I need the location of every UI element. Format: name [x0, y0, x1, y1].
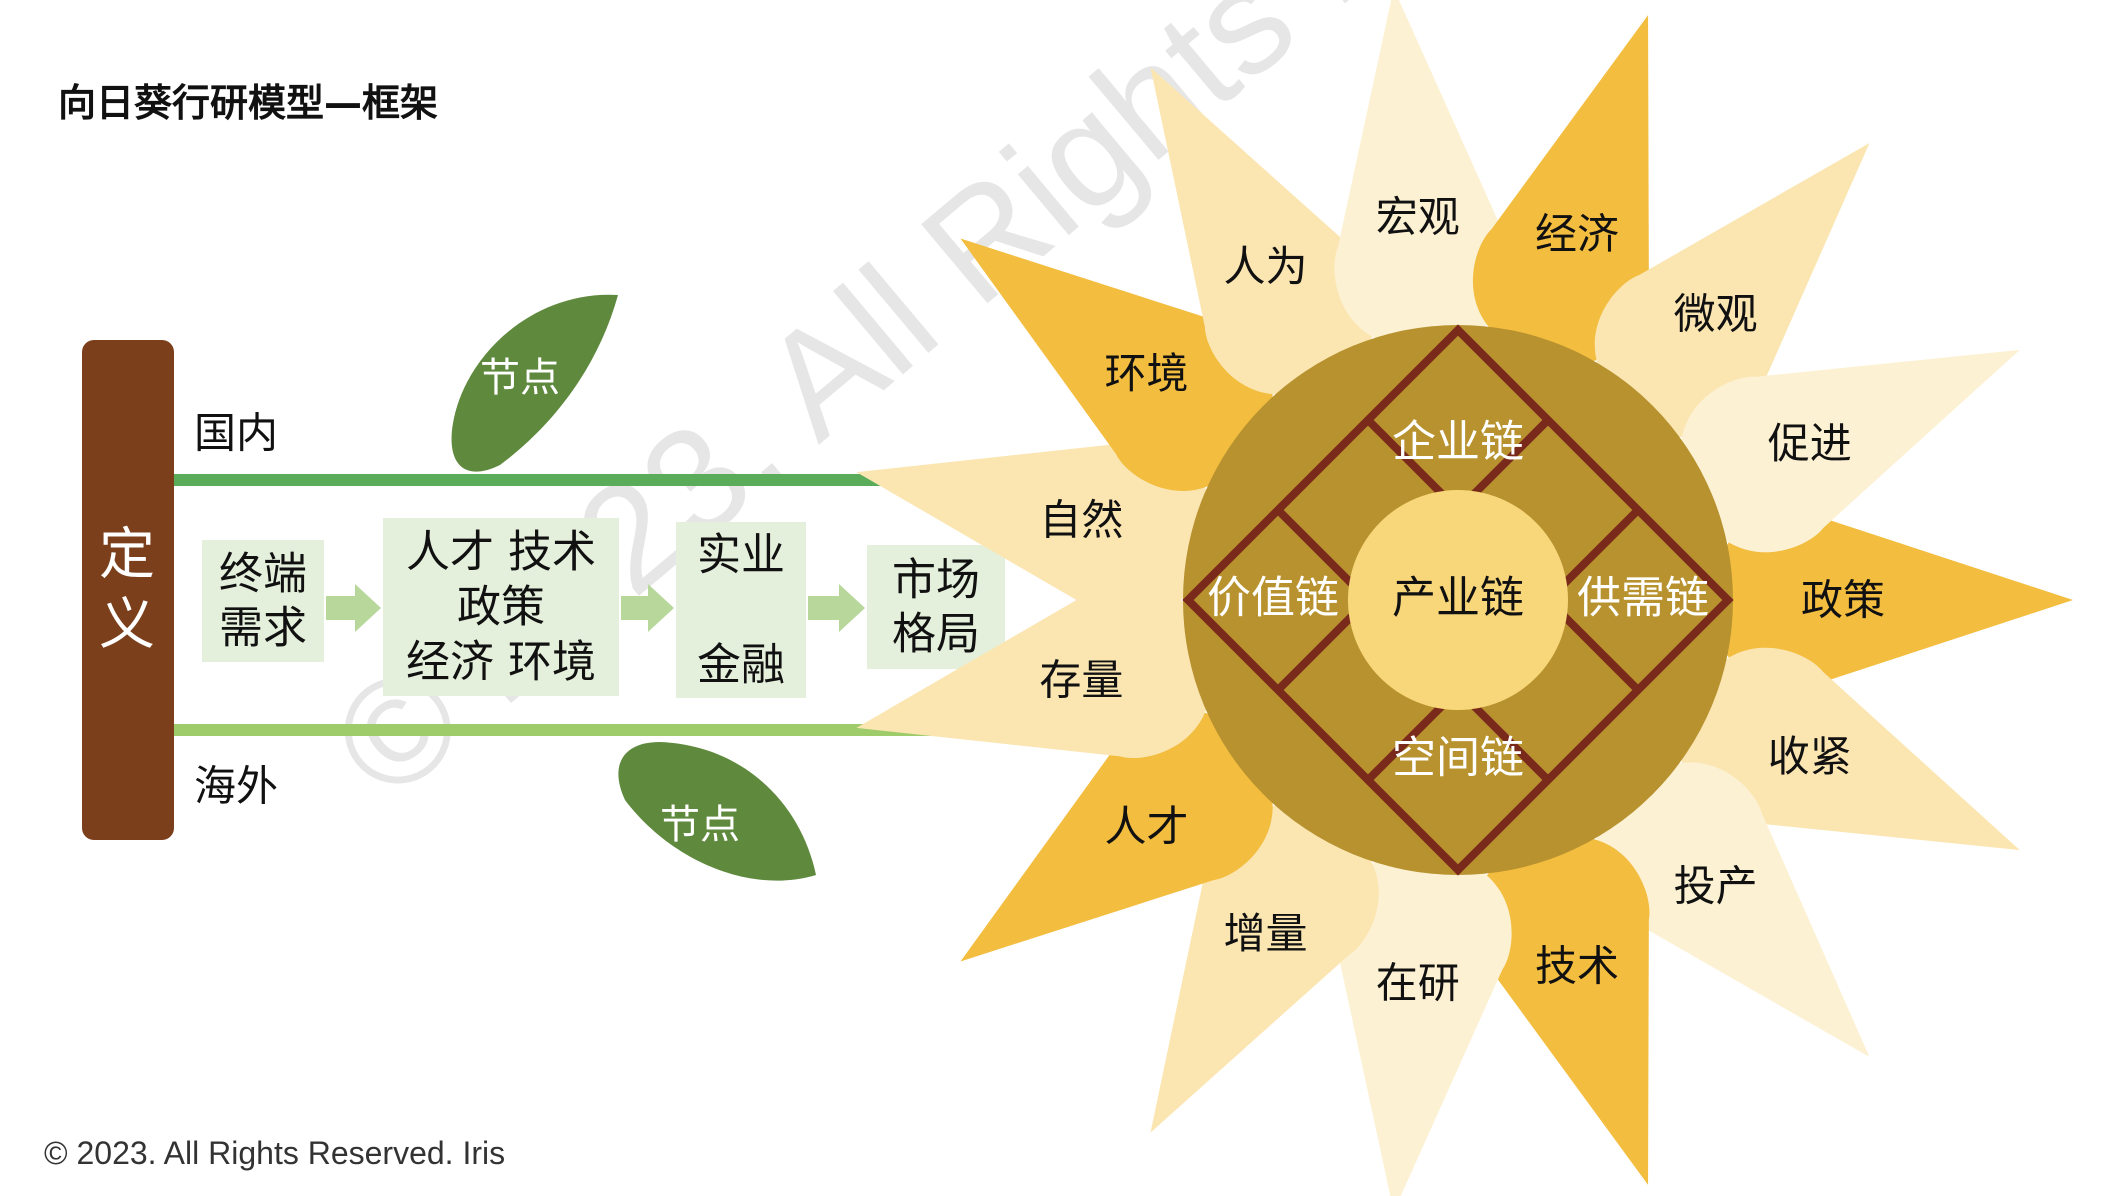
definition-bar [82, 340, 174, 840]
domestic-label: 国内 [194, 409, 278, 458]
petal-shape [960, 238, 1273, 491]
leaf-bottom-label: 节点 [660, 802, 740, 848]
chain-supply-demand-label: 供需链 [1577, 573, 1709, 624]
petal-label: 政策 [1801, 576, 1885, 625]
petal [1150, 805, 1379, 1133]
chain-spatial-label: 空间链 [1392, 733, 1524, 784]
petal [1473, 836, 1650, 1185]
petal-shape [1473, 15, 1650, 364]
petal-shape [960, 709, 1273, 962]
petal [1334, 852, 1512, 1196]
box-industry-finance-label: 实业 [697, 530, 785, 581]
petal-label: 经济 [1535, 209, 1619, 258]
petal-label: 人为 [1223, 242, 1307, 291]
chain-enterprise-label: 企业链 [1392, 417, 1524, 468]
petal [856, 441, 1212, 619]
petal-shape [1680, 647, 2020, 851]
petal [1713, 511, 2073, 689]
petal [1594, 762, 1870, 1058]
flow-arrow [808, 584, 865, 632]
petal-label: 在研 [1376, 958, 1460, 1007]
petal-shape [1713, 511, 2073, 689]
page-title: 向日葵行研模型—框架 [58, 81, 439, 125]
petal-label: 人才 [1105, 802, 1189, 851]
petal-shape [1680, 349, 2020, 553]
petal-shape [856, 581, 1212, 759]
petal [1334, 0, 1512, 348]
box-industry-finance [676, 522, 806, 698]
leaf-bottom [618, 742, 816, 881]
box-end-demand-label: 需求 [219, 603, 307, 654]
copyright-footer: © 2023. All Rights Reserved. Iris [44, 1135, 506, 1171]
petal-label: 微观 [1674, 289, 1758, 338]
leaf-top-label: 节点 [480, 355, 560, 401]
petal-shape [1594, 142, 1870, 438]
leaf-top [451, 294, 618, 472]
petal [1150, 67, 1379, 395]
box-market-structure-label: 市场 [892, 555, 980, 606]
center-disk [1348, 490, 1568, 710]
box-factors [383, 518, 619, 696]
petal-label: 技术 [1535, 942, 1619, 991]
box-factors-label: 经济 环境 [406, 637, 596, 688]
petal [1680, 349, 2020, 553]
petal-label: 促进 [1768, 419, 1852, 468]
petal [1680, 647, 2020, 851]
petal-shape [1150, 67, 1379, 395]
petal-label: 自然 [1039, 495, 1123, 544]
definition-label: 义 [99, 593, 155, 658]
petal [856, 581, 1212, 759]
petal [1473, 15, 1650, 364]
petal [960, 709, 1273, 962]
petal-shape [856, 441, 1212, 619]
overseas-label: 海外 [194, 762, 278, 811]
petal-shape [1334, 852, 1512, 1196]
petal-label: 投产 [1674, 862, 1758, 911]
petal [1594, 142, 1870, 438]
box-factors-label: 人才 技术 [406, 527, 596, 578]
petal-label: 收紧 [1768, 732, 1852, 781]
flow-arrow [326, 584, 381, 632]
petal-shape [1150, 805, 1379, 1133]
chain-value-label: 价值链 [1207, 573, 1339, 624]
box-end-demand [202, 540, 324, 662]
box-end-demand-label: 终端 [219, 549, 307, 600]
petal-shape [1334, 0, 1512, 348]
chain-industry-label: 产业链 [1392, 573, 1524, 624]
box-market-structure-label: 格局 [892, 609, 980, 660]
petal-label: 存量 [1039, 656, 1123, 705]
petal [960, 238, 1273, 491]
petal-shape [1473, 836, 1650, 1185]
petal-label: 增量 [1223, 909, 1307, 958]
petal-label: 环境 [1105, 349, 1189, 398]
box-industry-finance-label: 金融 [697, 640, 785, 691]
flow-arrow [621, 584, 674, 632]
box-market-structure [867, 545, 1005, 669]
petal-label: 宏观 [1376, 193, 1460, 242]
petal-shape [1594, 762, 1870, 1058]
box-factors-label: 政策 [457, 582, 545, 633]
definition-label: 定 [99, 523, 155, 588]
